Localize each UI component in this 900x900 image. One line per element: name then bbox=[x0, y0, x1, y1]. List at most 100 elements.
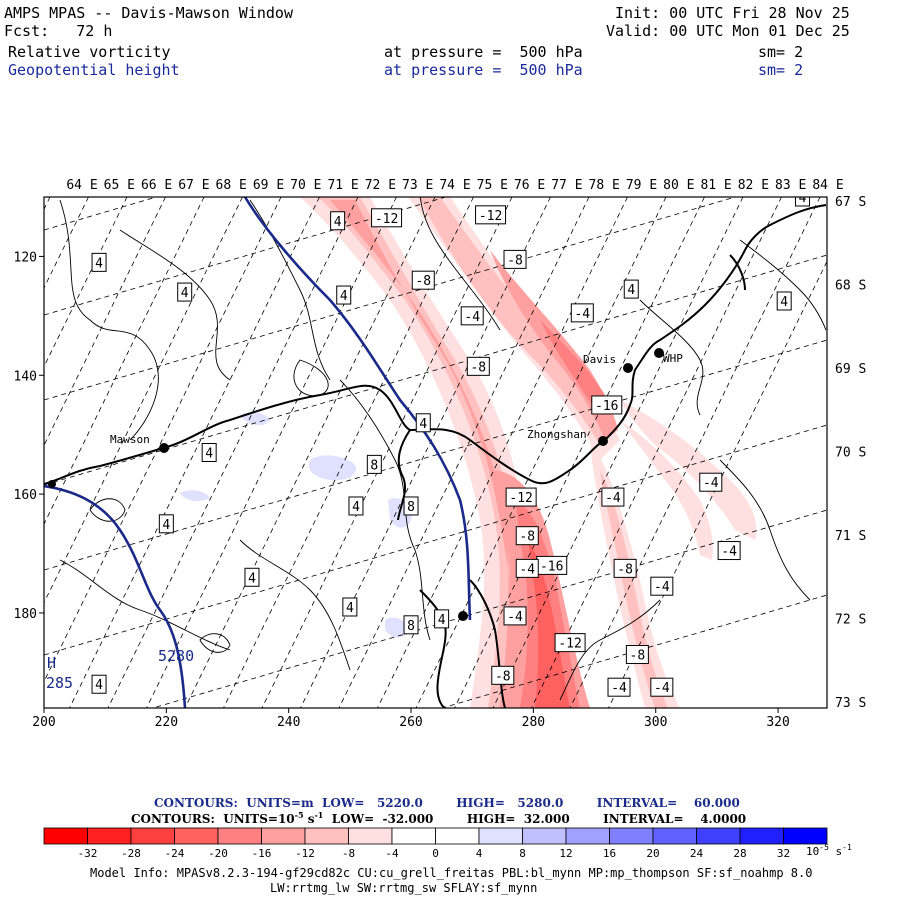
vorticity-label-text: -16 bbox=[540, 559, 563, 574]
vorticity-label: -4 bbox=[650, 677, 674, 697]
vorticity-label-box bbox=[336, 285, 352, 305]
colorbar-label: -12 bbox=[295, 847, 315, 860]
meridian-line bbox=[44, 197, 243, 604]
meridian-line bbox=[44, 197, 282, 683]
vorticity-map: Mawson Davis WHP Zhongshan -12 -12-8-8-4-… bbox=[14, 178, 867, 730]
zhongshan-station-dot bbox=[598, 436, 608, 446]
vorticity-label: 4 bbox=[177, 282, 193, 302]
vorticity-label-box bbox=[244, 567, 260, 587]
vorticity-label-text: -12 bbox=[558, 637, 581, 652]
parallel-line bbox=[44, 254, 827, 486]
vorticity-label-box bbox=[613, 558, 637, 578]
vorticity-label-text: 4 bbox=[438, 613, 446, 628]
longitude-label: 68 E bbox=[216, 178, 247, 193]
colorbar-cell bbox=[783, 827, 828, 845]
vorticity-label: -4 bbox=[570, 303, 594, 323]
vort-units: CONTOURS: UNITS=10 bbox=[131, 812, 295, 826]
vorticity-label: 4 bbox=[330, 211, 346, 231]
longitude-label: 80 E bbox=[663, 178, 694, 193]
x-tick-label: 320 bbox=[766, 715, 789, 730]
vorticity-label: 4 bbox=[623, 279, 639, 299]
field2-name: Geopotential height bbox=[8, 61, 180, 79]
vorticity-label-text: -4 bbox=[605, 491, 621, 506]
davis-station-dot bbox=[623, 363, 633, 373]
vorticity-label-box bbox=[177, 282, 193, 302]
latlon-grid bbox=[44, 197, 827, 708]
vorticity-label: -12 bbox=[505, 487, 537, 507]
vorticity-label: 8 bbox=[403, 496, 419, 516]
y-tick-label: 120 bbox=[14, 250, 37, 265]
colorbar: -32 -28 -24 -20 -16 -12 -8 -4 0 4 8 12 16 20 24 28 32 10… bbox=[43, 827, 852, 860]
colorbar-label: -4 bbox=[385, 847, 399, 860]
field2-smoothing: sm= 2 bbox=[758, 61, 804, 79]
vorticity-label-text: -8 bbox=[617, 562, 633, 577]
vorticity-label: 4 bbox=[201, 443, 217, 462]
vorticity-label-box bbox=[371, 208, 403, 228]
vorticity-label: 8 bbox=[366, 454, 382, 474]
plot-title: AMPS MPAS -- Davis-Mawson Window bbox=[4, 4, 293, 22]
meridian-line bbox=[44, 197, 128, 368]
vort-contour-range: LOW= -32.000 HIGH= 32.000 INTERVAL= 4.00… bbox=[323, 812, 747, 826]
vorticity-label-box bbox=[717, 541, 741, 561]
vorticity-label-text: -4 bbox=[611, 681, 627, 696]
colorbar-units: 10-5 s-1 bbox=[806, 843, 852, 858]
colorbar-cell bbox=[174, 827, 219, 845]
colorbar-label: 12 bbox=[559, 847, 572, 860]
colorbar-label: -24 bbox=[165, 847, 185, 860]
vorticity-label-box bbox=[515, 526, 539, 546]
plot-frame bbox=[43, 196, 828, 709]
vorticity-label-box bbox=[601, 487, 625, 507]
vorticity-label: 4 bbox=[348, 496, 364, 516]
vorticity-label-text: 4 bbox=[419, 417, 427, 432]
vort-units-tail-exp: -1 bbox=[314, 810, 324, 820]
x-tick-label: 260 bbox=[399, 715, 422, 730]
vorticity-label-box bbox=[348, 496, 364, 516]
field1-level: at pressure = 500 hPa bbox=[384, 43, 583, 61]
meridian-line bbox=[261, 197, 513, 708]
y-tick-label: 160 bbox=[14, 488, 37, 503]
mawson-station-dot bbox=[159, 443, 169, 453]
vorticity-contour-labels: -12 -12 -8 -8 -4 -4 -8 -16 -4 -4 -12 -8 -4 -8 -16 -4 -4 -… bbox=[91, 197, 811, 697]
vorticity-label-box bbox=[403, 615, 419, 635]
vorticity-label-text: -4 bbox=[721, 545, 737, 560]
vorticity-label: -4 bbox=[601, 487, 625, 507]
cbar-units-exp: -5 bbox=[819, 843, 829, 852]
vorticity-label-box bbox=[330, 211, 346, 231]
vorticity-label: -8 bbox=[515, 526, 539, 546]
vorticity-label: 4 bbox=[795, 197, 811, 207]
vorticity-label: -4 bbox=[515, 558, 539, 578]
vorticity-label-text: 4 bbox=[205, 447, 213, 462]
field1-smoothing: sm= 2 bbox=[758, 43, 804, 61]
vorticity-label-box bbox=[475, 205, 507, 225]
vorticity-label-box bbox=[201, 443, 217, 462]
latitude-label: 70 S bbox=[835, 446, 866, 461]
meridian-line bbox=[492, 197, 744, 708]
vorticity-label-text: 4 bbox=[780, 295, 788, 310]
vorticity-label: -4 bbox=[607, 677, 631, 697]
vorticity-label: -16 bbox=[591, 395, 623, 415]
vorticity-label-box bbox=[607, 677, 631, 697]
vorticity-label: 8 bbox=[403, 615, 419, 635]
longitude-label: 69 E bbox=[253, 178, 284, 193]
colorbar-label: -8 bbox=[342, 847, 355, 860]
colorbar-cell bbox=[87, 827, 132, 845]
station-label-whp: WHP bbox=[663, 352, 683, 365]
vorticity-label-text: -4 bbox=[519, 562, 535, 577]
longitude-labels: 64 E 65 E 66 E 67 E 68 E 69 E 70 E 71 E 72 E 73 E… bbox=[66, 178, 843, 193]
vorticity-label: -4 bbox=[699, 472, 723, 492]
colorbar-label: -16 bbox=[252, 847, 272, 860]
vorticity-label-text: 4 bbox=[334, 215, 342, 230]
vorticity-label-box bbox=[554, 633, 586, 653]
meridian-line bbox=[569, 197, 821, 708]
longitude-label: 83 E bbox=[775, 178, 806, 193]
vorticity-label: 4 bbox=[434, 609, 450, 629]
colorbar-cell bbox=[696, 827, 741, 845]
vorticity-label: -8 bbox=[411, 270, 435, 290]
cbar-units-tail: s bbox=[829, 845, 842, 858]
y-tick-label: 180 bbox=[14, 607, 37, 622]
colorbar-label: -28 bbox=[121, 847, 141, 860]
vorticity-label-text: 4 bbox=[627, 283, 635, 298]
colorbar-cell bbox=[478, 827, 523, 845]
vorticity-label-box bbox=[795, 197, 811, 207]
cbar-units-tail-exp: -1 bbox=[842, 843, 852, 852]
